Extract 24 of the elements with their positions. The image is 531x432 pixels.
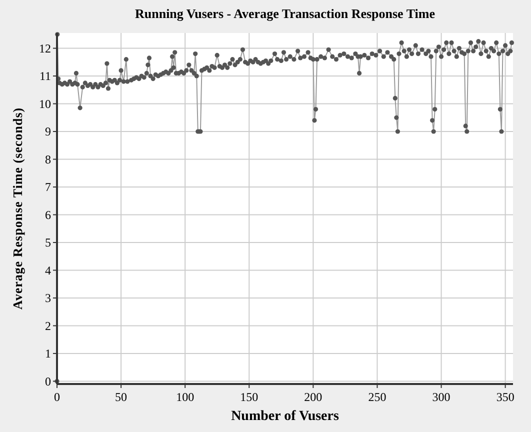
y-tick-label: 8 bbox=[45, 152, 51, 166]
y-tick-label: 11 bbox=[39, 69, 51, 84]
y-tick-label: 5 bbox=[45, 236, 51, 250]
y-tick-label: 3 bbox=[45, 291, 51, 306]
y-tick-label: 10 bbox=[39, 96, 51, 111]
x-tick-label: 150 bbox=[240, 390, 258, 404]
y-axis-title: Average Response Time (seconds) bbox=[10, 107, 25, 310]
y-tick-label: 0 bbox=[45, 374, 51, 388]
y-tick-label: 7 bbox=[45, 180, 51, 194]
y-tick-label: 2 bbox=[45, 318, 51, 333]
y-tick-label: 9 bbox=[45, 124, 51, 139]
y-tick-label: 1 bbox=[45, 346, 51, 361]
x-tick-label: 250 bbox=[368, 390, 386, 404]
y-tick-label: 6 bbox=[45, 208, 51, 222]
y-tick-label: 4 bbox=[45, 263, 51, 278]
y-tick-label: 12 bbox=[39, 41, 51, 56]
x-tick-label: 50 bbox=[115, 390, 128, 404]
x-tick-label: 300 bbox=[432, 390, 450, 404]
x-axis-title: Number of Vusers bbox=[231, 409, 340, 424]
x-tick-label: 200 bbox=[304, 390, 322, 404]
x-tick-label: 0 bbox=[54, 390, 60, 404]
x-tick-label: 350 bbox=[496, 390, 514, 404]
chart-title: Running Vusers - Average Transaction Response Time bbox=[134, 6, 436, 21]
x-tick-label: 100 bbox=[176, 390, 194, 404]
